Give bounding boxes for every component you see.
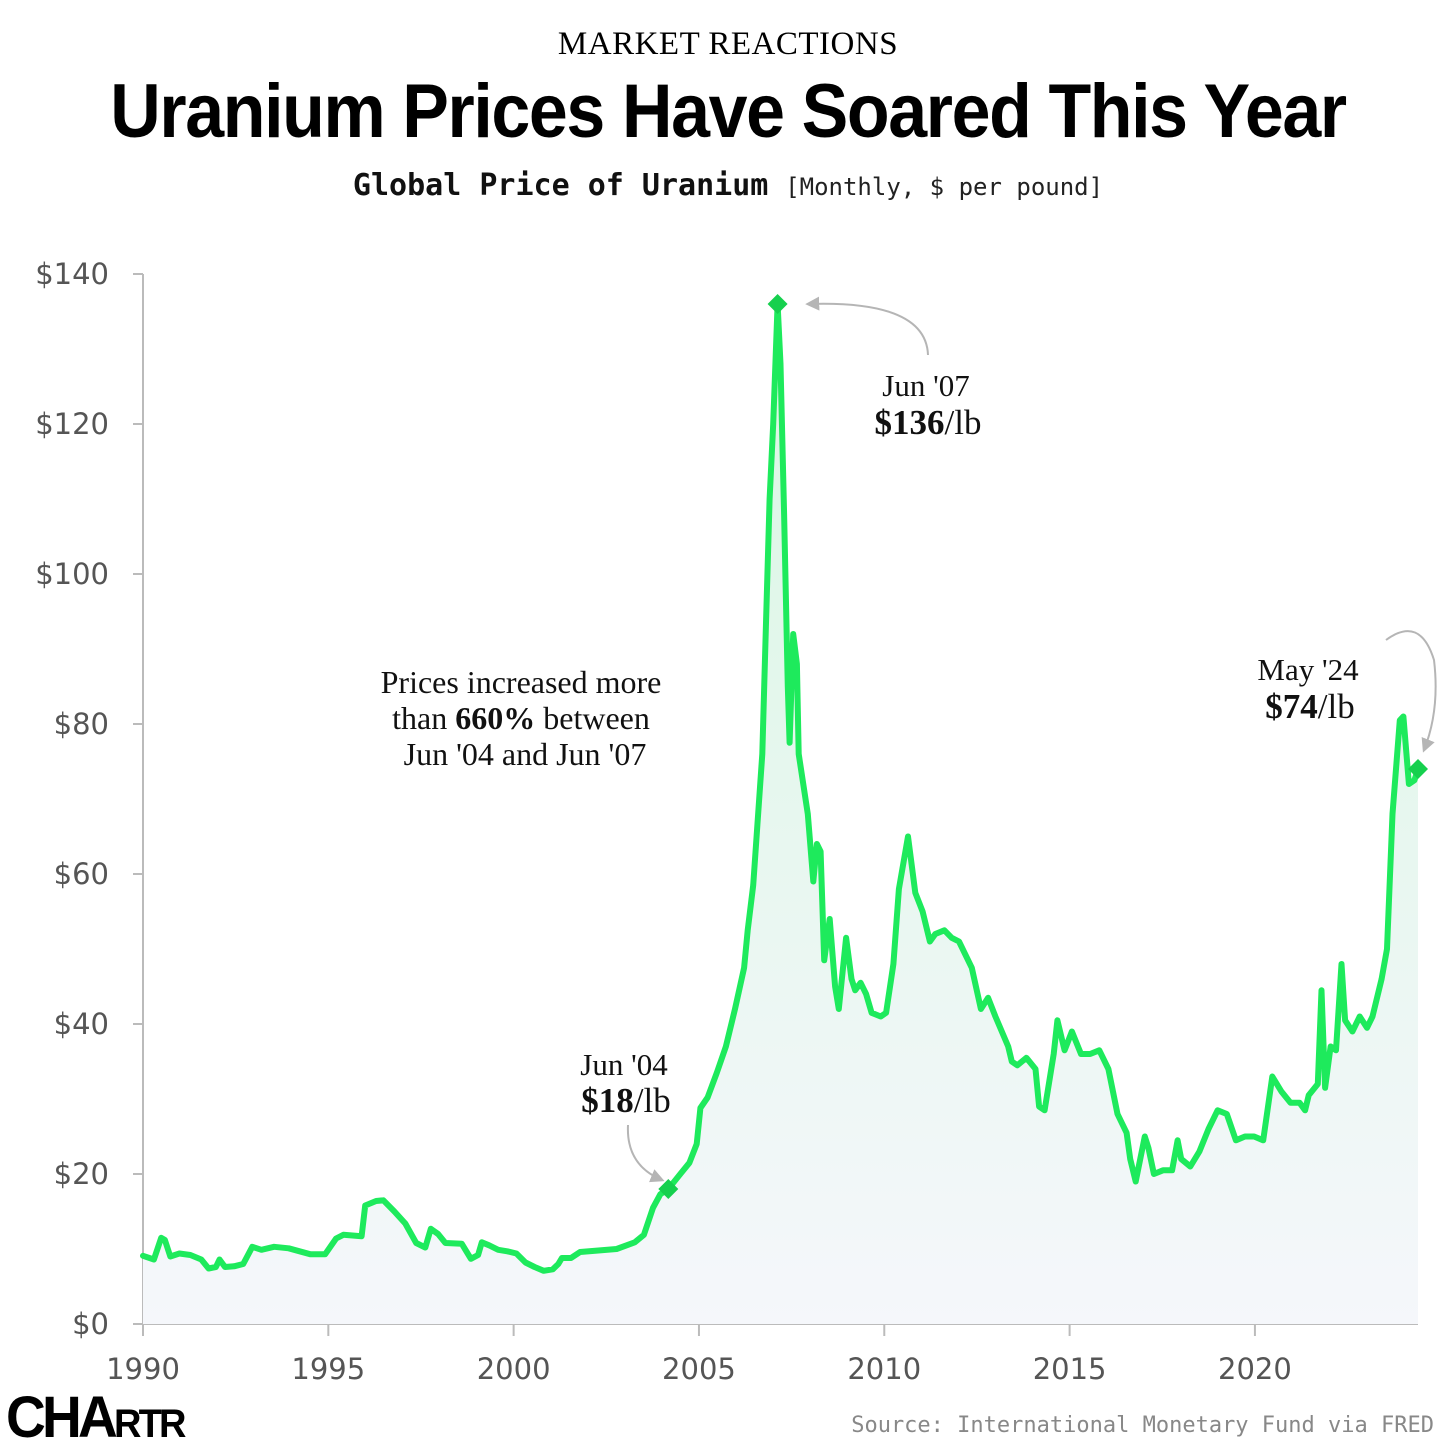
annotation-may24-unit: /lb bbox=[1318, 687, 1355, 726]
annotation-may24: May '24 $74/lb bbox=[1257, 652, 1362, 726]
y-tick-label: $80 bbox=[54, 707, 109, 741]
x-tick-label: 2010 bbox=[847, 1352, 921, 1386]
logo-text-large: CHA bbox=[6, 1385, 118, 1450]
annotation-percent-increase: Prices increased more than 660% between … bbox=[381, 664, 670, 772]
annotation-pct-line3: Jun '04 and Jun '07 bbox=[404, 736, 647, 772]
y-tick-label: $0 bbox=[72, 1307, 109, 1341]
annotation-jun07-bold: $136 bbox=[875, 403, 945, 442]
annotation-jun07: Jun '07 $136/lb bbox=[875, 368, 982, 442]
source-note: Source: International Monetary Fund via … bbox=[851, 1413, 1434, 1438]
annotation-pct-bold: 660% bbox=[455, 700, 535, 736]
annotation-jun07-date: Jun '07 bbox=[882, 368, 969, 403]
y-tick-label: $60 bbox=[54, 857, 109, 891]
x-axis: 1990 1995 2000 2005 2010 2015 2020 bbox=[106, 1323, 1418, 1386]
annotation-pct-post: between bbox=[535, 700, 650, 736]
x-tick-label: 2000 bbox=[477, 1352, 551, 1386]
annotation-pct-pre: than bbox=[392, 700, 455, 736]
x-tick-label: 2020 bbox=[1218, 1352, 1292, 1386]
y-tick-label: $20 bbox=[54, 1157, 109, 1191]
x-tick-label: 1995 bbox=[291, 1352, 365, 1386]
price-line bbox=[140, 301, 1421, 1274]
subtitle-main: Global Price of Uranium bbox=[352, 168, 769, 203]
annotation-jun04: Jun '04 $18/lb bbox=[580, 1047, 671, 1120]
annotation-jun04-value: $18/lb bbox=[581, 1081, 670, 1120]
y-tick-label: $120 bbox=[35, 407, 109, 441]
chart-title: Uranium Prices Have Soared This Year bbox=[110, 69, 1347, 154]
arrow-may24 bbox=[1385, 630, 1437, 753]
chart-kicker: MARKET REACTIONS bbox=[557, 26, 899, 62]
y-tick-label: $40 bbox=[54, 1007, 109, 1041]
y-tick-label: $100 bbox=[35, 557, 109, 591]
price-area-fill bbox=[143, 304, 1418, 1324]
annotation-pct-line1: Prices increased more bbox=[381, 664, 662, 700]
x-tick-label: 1990 bbox=[106, 1352, 180, 1386]
highlight-point bbox=[658, 1179, 679, 1199]
annotation-jun04-unit: /lb bbox=[634, 1081, 671, 1120]
annotation-jun07-value: $136/lb bbox=[875, 403, 982, 442]
subtitle-units: [Monthly, $ per pound] bbox=[785, 173, 1104, 201]
annotation-may24-value: $74/lb bbox=[1265, 687, 1354, 726]
logo-text-small: RTR bbox=[113, 1402, 186, 1446]
highlight-markers bbox=[658, 294, 1428, 1199]
highlight-point bbox=[1408, 759, 1428, 779]
x-tick-label: 2005 bbox=[662, 1352, 736, 1386]
x-tick-label: 2015 bbox=[1033, 1352, 1107, 1386]
arrow-jun07 bbox=[805, 296, 929, 356]
y-tick-label: $140 bbox=[35, 257, 109, 291]
annotation-may24-bold: $74 bbox=[1265, 687, 1318, 726]
chartr-logo: CHARTR bbox=[6, 1384, 186, 1451]
chart-subtitle: Global Price of Uranium [Monthly, $ per … bbox=[0, 168, 1456, 203]
y-axis: $0 $20 $40 $60 $80 $100 $120 $140 bbox=[35, 257, 144, 1341]
arrow-jun04 bbox=[626, 1124, 665, 1183]
annotation-jun04-date: Jun '04 bbox=[580, 1047, 668, 1082]
annotation-jun04-bold: $18 bbox=[581, 1081, 634, 1120]
annotation-may24-date: May '24 bbox=[1257, 652, 1359, 687]
annotation-jun07-unit: /lb bbox=[945, 403, 982, 442]
annotation-pct-line2: than 660% between bbox=[392, 700, 650, 736]
highlight-point bbox=[767, 294, 788, 314]
